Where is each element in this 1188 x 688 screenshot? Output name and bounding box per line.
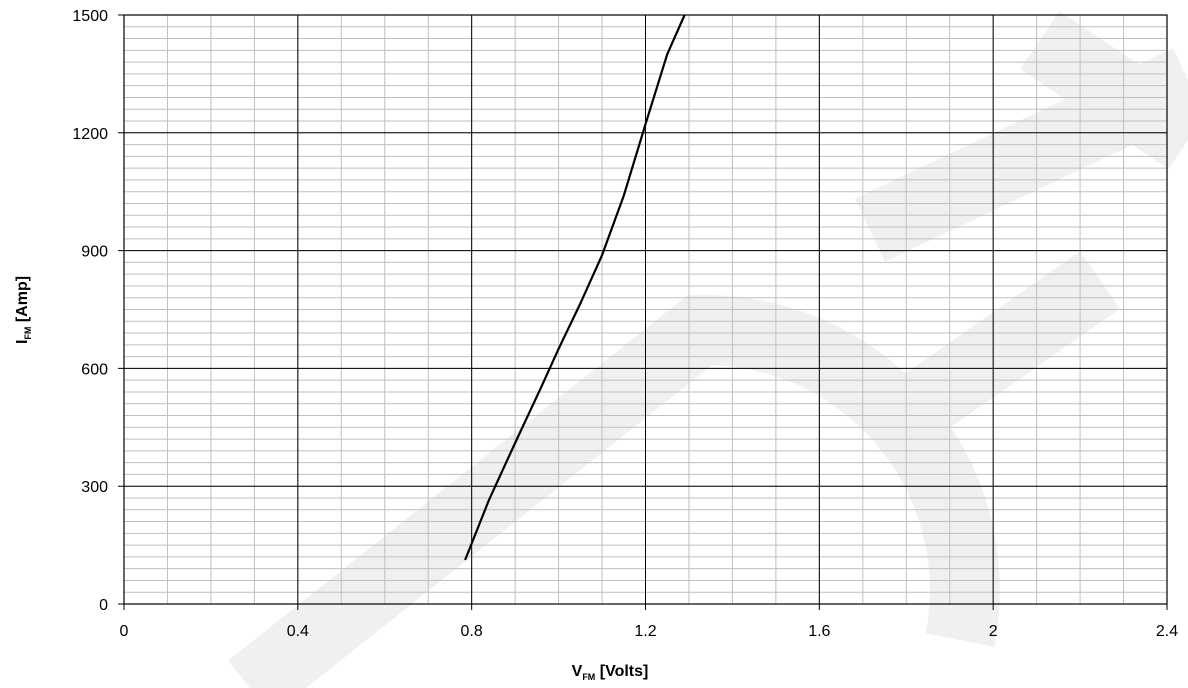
plot-frame xyxy=(123,14,1168,605)
y-tick-label: 300 xyxy=(81,479,108,496)
y-tick-label: 600 xyxy=(81,361,108,378)
y-axis-title-sub: FM xyxy=(23,327,33,340)
y-axis-title-main: I xyxy=(14,340,31,344)
watermark xyxy=(228,10,1188,688)
x-tick-label: 1.6 xyxy=(808,623,830,640)
y-tick-label: 1500 xyxy=(72,8,108,25)
y-tick-label: 0 xyxy=(99,597,108,614)
x-tick-label: 1.2 xyxy=(634,623,656,640)
x-tick-label: 2 xyxy=(989,623,998,640)
x-tick-label: 0 xyxy=(120,623,129,640)
series-layer xyxy=(464,14,686,561)
y-axis-title-rest: [Amp] xyxy=(14,276,31,327)
y-axis-ticks: 0 300 600 900 1200 1500 xyxy=(72,8,108,614)
x-axis-title-rest: [Volts] xyxy=(595,663,648,680)
x-axis-title: VFM [Volts] xyxy=(572,663,649,682)
x-tick-label: 0.8 xyxy=(461,623,483,640)
x-tick-label: 2.4 xyxy=(1156,623,1178,640)
series-line-0 xyxy=(464,14,686,561)
x-tick-label: 0.4 xyxy=(287,623,309,640)
y-axis-title: IFM [Amp] xyxy=(14,276,33,344)
x-axis-title-sub: FM xyxy=(582,672,595,682)
y-tick-label: 1200 xyxy=(72,126,108,143)
x-axis-title-main: V xyxy=(572,663,583,680)
x-axis-ticks: 0 0.4 0.8 1.2 1.6 2 2.4 xyxy=(120,623,1179,640)
y-tick-label: 900 xyxy=(81,244,108,261)
